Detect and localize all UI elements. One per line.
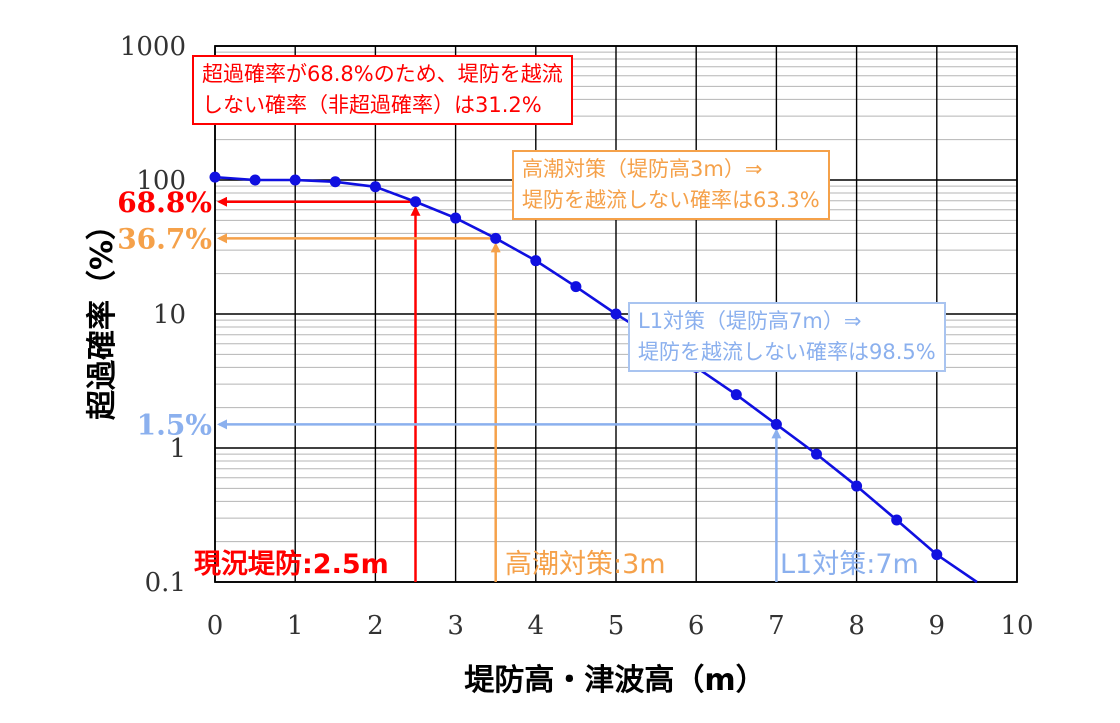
annotation-takashio-line-1: 高潮対策（堤防高3m）⇒	[522, 157, 763, 181]
y-tick-label: 1000	[120, 32, 186, 62]
data-point	[410, 196, 421, 208]
data-point	[450, 212, 462, 224]
data-point	[249, 174, 261, 186]
data-point	[811, 448, 822, 460]
y-tick-label: 10	[153, 300, 186, 330]
marker-y-label-l1: 1.5%	[137, 408, 212, 441]
data-series	[209, 171, 978, 584]
data-point	[610, 308, 622, 320]
annotation-genkyo: 超過確率が68.8%のため、堤防を越流 しない確率（非超過確率）は31.2%	[192, 55, 573, 125]
guide-lines	[217, 196, 782, 582]
x-tick-label: 4	[528, 611, 545, 641]
x-axis-title: 堤防高・津波高（m）	[464, 663, 765, 698]
data-point	[570, 281, 582, 293]
marker-x-label-l1: L1対策:7m	[780, 549, 919, 580]
annotation-l1-line-1: L1対策（堤防高7m）⇒	[638, 309, 862, 333]
marker-y-label-takashio: 36.7%	[117, 222, 212, 255]
x-tick-label: 7	[768, 611, 785, 641]
data-point	[770, 418, 782, 430]
plot-frame	[214, 45, 1018, 583]
data-point	[851, 480, 863, 492]
marker-x-label-genkyo: 現況堤防:2.5m	[194, 549, 389, 580]
marker-y-label-genkyo: 68.8%	[117, 186, 212, 219]
x-tick-label: 1	[287, 611, 304, 641]
annotation-genkyo-line-1: 超過確率が68.8%のため、堤防を越流	[202, 62, 563, 86]
data-point	[530, 255, 542, 267]
tick-labels: 0 1 2 3 4 5 6 7 8 9 10 0.1 1 10 100 1000	[120, 32, 1034, 641]
data-point	[209, 171, 221, 183]
y-tick-label: 1	[169, 434, 186, 464]
data-point	[490, 232, 502, 244]
data-point	[369, 181, 381, 193]
marker-x-label-takashio: 高潮対策:3m	[505, 549, 666, 580]
x-tick-label: 9	[929, 611, 946, 641]
x-tick-label: 8	[848, 611, 865, 641]
data-point	[891, 514, 903, 526]
x-tick-label: 6	[688, 611, 705, 641]
data-point	[289, 174, 301, 186]
y-axis-title: 超過確率（%）	[85, 210, 120, 420]
x-tick-label: 10	[1000, 611, 1033, 641]
annotation-takashio-line-2: 堤防を越流しない確率は63.3%	[522, 188, 820, 212]
x-tick-label: 3	[447, 611, 464, 641]
data-point	[931, 549, 943, 561]
y-tick-label: 100	[136, 166, 186, 196]
x-tick-label: 0	[207, 611, 224, 641]
x-tick-label: 5	[608, 611, 625, 641]
x-tick-label: 2	[367, 611, 384, 641]
annotation-l1: L1対策（堤防高7m）⇒ 堤防を越流しない確率は98.5%	[628, 302, 946, 372]
data-point	[329, 176, 341, 188]
data-point	[730, 389, 742, 401]
annotation-takashio: 高潮対策（堤防高3m）⇒ 堤防を越流しない確率は63.3%	[512, 150, 830, 220]
series-line-0	[214, 175, 978, 584]
marker-labels: 68.8% 現況堤防:2.5m 36.7% 高潮対策:3m 1.5% L1対策:7m	[117, 186, 919, 580]
y-tick-label: 0.1	[145, 568, 186, 598]
annotation-genkyo-line-2: しない確率（非超過確率）は31.2%	[202, 93, 542, 117]
annotation-l1-line-2: 堤防を越流しない確率は98.5%	[638, 340, 936, 364]
